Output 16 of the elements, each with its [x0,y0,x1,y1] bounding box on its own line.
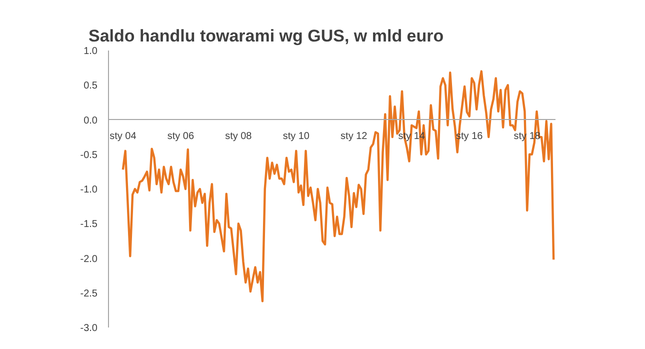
y-tick-label: -1.5 [80,219,98,230]
y-tick-label: 1.0 [84,46,98,57]
y-tick-label: -1.0 [80,184,98,196]
x-tick-label: sty 10 [282,130,310,142]
x-tick-label: sty 04 [110,130,137,142]
y-tick-label: -3.0 [80,323,98,334]
x-tick-label: sty 06 [167,130,194,142]
y-tick-label: 0.5 [84,80,98,92]
x-tick-label: sty 12 [340,130,368,142]
y-tick-label: 0.0 [84,115,98,126]
chart-title: Saldo handlu towarami wg GUS, w mld euro [88,26,444,46]
x-tick-label: sty 08 [225,130,252,142]
y-tick-label: -0.5 [80,150,98,161]
y-tick-label: -2.0 [80,254,98,265]
y-tick-label: -2.5 [80,288,98,300]
line-series [122,70,555,302]
